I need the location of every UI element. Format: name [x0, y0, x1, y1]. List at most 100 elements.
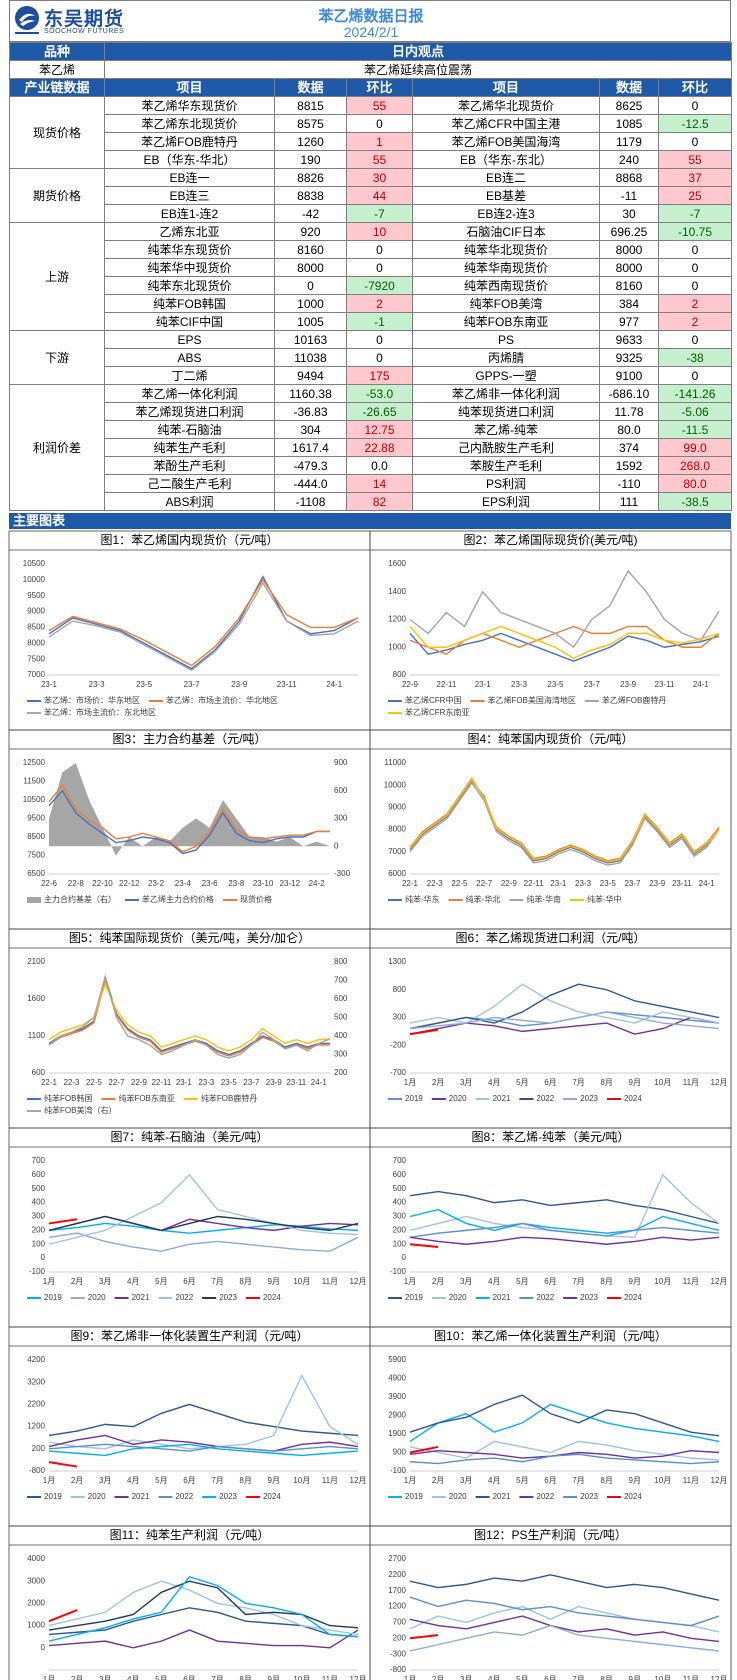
legend-item: 2021	[475, 1492, 511, 1501]
x-tick-label: 5月	[155, 1277, 167, 1286]
change-cell: 37	[657, 168, 733, 187]
x-tick-label: 22-11	[151, 1078, 171, 1087]
x-tick-label: 24-1	[326, 680, 343, 689]
chart-title: 图12：PS生产利润（元/吨）	[474, 1528, 627, 1542]
value-cell: 9100	[599, 366, 659, 385]
series-line	[409, 1394, 720, 1437]
legend-label: 2020	[88, 1293, 106, 1302]
y-tick-label: 2000	[27, 1599, 45, 1608]
x-tick-label: 11月	[683, 1277, 699, 1286]
legend-label: 现货价格	[240, 894, 272, 904]
chart-title: 图3：主力合约基差（元/吨）	[112, 731, 266, 746]
chart-title: 图7：纯苯-石脑油（美元/吨）	[110, 1130, 268, 1144]
legend-label: 苯乙烯FOB美国海湾地区	[487, 695, 575, 705]
series-line	[409, 779, 720, 864]
legend-label: 苯乙烯CFR东南亚	[405, 707, 469, 717]
y-tick-label: 700	[393, 1156, 407, 1165]
series-line	[409, 1208, 720, 1234]
legend-item: 苯乙烯CFR中国	[388, 695, 461, 705]
table-header-row: 产业链数据 项目 数据 环比 项目 数据 环比	[9, 78, 733, 97]
x-tick-label: 22-10	[92, 879, 113, 888]
y-tick-label: 100	[393, 1239, 407, 1248]
series-line	[409, 1243, 439, 1249]
legend-item: 2023	[563, 1094, 599, 1103]
y-tick-label: 8500	[27, 623, 45, 632]
series-line	[48, 1580, 359, 1636]
y-tick-label: 7000	[27, 670, 45, 679]
series-line	[48, 783, 330, 853]
legend-item: 2020	[70, 1492, 106, 1501]
x-tick-label: 8月	[239, 1675, 251, 1680]
legend-item: 纯苯FOB鹿特丹	[183, 1093, 257, 1103]
x-tick-label: 9月	[268, 1277, 280, 1286]
x-tick-label: 23-5	[136, 680, 153, 689]
chart-title: 图6：苯乙烯现货进口利润（元/吨）	[455, 930, 645, 945]
header: 东吴期货 SOOCHOW FUTURES 苯乙烯数据日报 2024/2/1	[9, 0, 731, 42]
y-tick-label: 1200	[388, 615, 406, 624]
legend-item: 2024	[606, 1492, 642, 1501]
x-tick-label: 22-5	[86, 1078, 103, 1087]
x-tick-label: 22-3	[63, 1078, 80, 1087]
y-tick-label: 5900	[388, 1355, 406, 1364]
x-tick-label: 10月	[654, 1078, 671, 1087]
x-tick-label: 23-3	[575, 879, 592, 888]
section-bar	[9, 513, 731, 529]
legend-item: 2022	[519, 1094, 555, 1103]
x-tick-label: 7月	[572, 1675, 584, 1680]
series-line	[409, 1222, 720, 1239]
table-row: 期货价格 EB连一 8826 30 EB连二 8868 37	[9, 168, 733, 223]
y-tick-label: 1900	[388, 1429, 406, 1438]
legend-label: 苯乙烯主力合约价格	[142, 894, 214, 904]
x-tick-label: 22-8	[68, 879, 85, 888]
legend-label: 2023	[219, 1293, 237, 1302]
x-tick-label: 23-6	[202, 879, 219, 888]
y-tick-label: 4000	[27, 1554, 45, 1563]
x-tick-label: 22-9	[402, 680, 419, 689]
y-tick-label: 3000	[27, 1576, 45, 1585]
item-cell: 苯乙烯FOB美国海湾	[412, 132, 600, 151]
x-tick-label: 2月	[71, 1277, 83, 1286]
logo-name: 东吴期货	[44, 9, 125, 30]
y-tick-label: 200	[32, 1444, 46, 1453]
y-tick-label: 1300	[388, 957, 406, 966]
y-tick-label: 6500	[27, 869, 45, 878]
category-cell: 现货价格	[9, 96, 105, 169]
item-cell: ABS利润	[104, 492, 275, 511]
series-line	[48, 1173, 359, 1245]
header-cell: 环比	[346, 78, 413, 97]
legend-label: 2022	[536, 1492, 554, 1501]
y2-tick-label: 700	[334, 976, 348, 985]
series-line	[409, 569, 720, 649]
x-tick-label: 6月	[183, 1675, 195, 1680]
chart-title: 图5：纯苯国际现货价（美元/吨，美分/加仑）	[69, 930, 310, 945]
x-tick-label: 10月	[654, 1277, 671, 1286]
series-line	[48, 581, 359, 672]
x-tick-label: 4月	[488, 1476, 500, 1485]
legend-label: 2022	[175, 1492, 193, 1501]
y-tick-label: 200	[32, 1225, 46, 1234]
y-tick-label: 10000	[384, 780, 407, 789]
x-tick-label: 4月	[488, 1078, 500, 1087]
x-tick-label: 12月	[711, 1476, 728, 1485]
change-cell: -7	[657, 204, 733, 223]
y-tick-label: 11000	[384, 758, 406, 767]
x-tick-label: 11月	[322, 1476, 338, 1485]
y-tick-label: 0	[41, 1643, 46, 1652]
y-tick-label: 10500	[23, 559, 46, 568]
legend-item: 苯乙烯FOB鹿特丹	[584, 695, 666, 705]
value-cell: 304	[274, 420, 347, 439]
y2-tick-label: 900	[334, 758, 348, 767]
x-tick-label: 3月	[99, 1476, 111, 1485]
y-tick-label: 200	[393, 1225, 407, 1234]
x-tick-label: 24-1	[693, 680, 710, 689]
table-row: 现货价格 苯乙烯华东现货价 8815 55 苯乙烯华北现货价 8625 0	[9, 96, 733, 169]
change-cell: -26.65	[346, 402, 413, 421]
legend-item: 苯乙烯CFR东南亚	[388, 707, 469, 717]
y-tick-label: 7500	[27, 654, 45, 663]
x-tick-label: 23-1	[176, 1078, 193, 1087]
item-cell: 纯苯东北现货价	[104, 276, 275, 295]
item-cell: 苯酚生产毛利	[104, 456, 275, 475]
legend-item: 2023	[202, 1492, 238, 1501]
legend-item: 现货价格	[223, 894, 272, 904]
